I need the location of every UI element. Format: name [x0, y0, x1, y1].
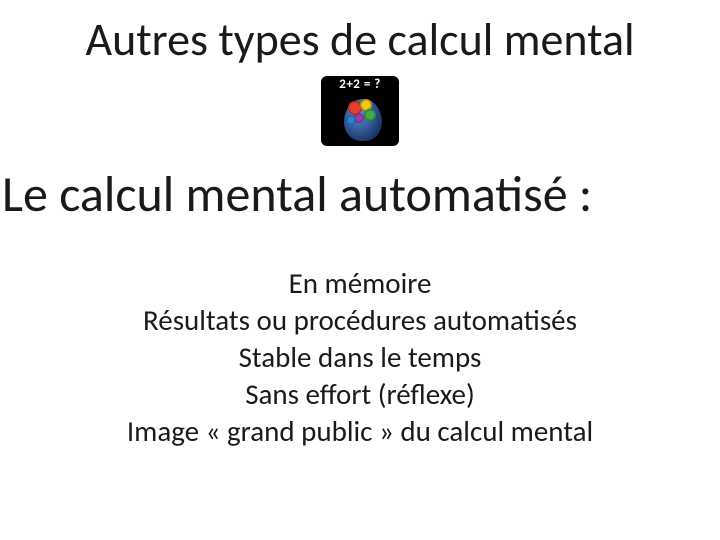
body-line: Image « grand public » du calcul mental: [0, 413, 720, 450]
slide-title: Autres types de calcul mental: [0, 12, 720, 68]
icon-container: 2+2 = ?: [0, 76, 720, 146]
body-line: Stable dans le temps: [0, 339, 720, 376]
slide: Autres types de calcul mental 2+2 = ? Le…: [0, 12, 720, 540]
brain-math-icon: 2+2 = ?: [321, 76, 399, 146]
body-line: En mémoire: [0, 265, 720, 302]
icon-equation-text: 2+2 = ?: [339, 78, 381, 91]
brain-graphic: [330, 93, 390, 141]
gear-icon: [364, 109, 376, 121]
body-line: Sans effort (réflexe): [0, 376, 720, 413]
gear-icon: [346, 115, 356, 125]
body-text: En mémoire Résultats ou procédures autom…: [0, 265, 720, 451]
slide-subtitle: Le calcul mental automatisé :: [0, 164, 720, 225]
body-line: Résultats ou procédures automatisés: [0, 302, 720, 339]
